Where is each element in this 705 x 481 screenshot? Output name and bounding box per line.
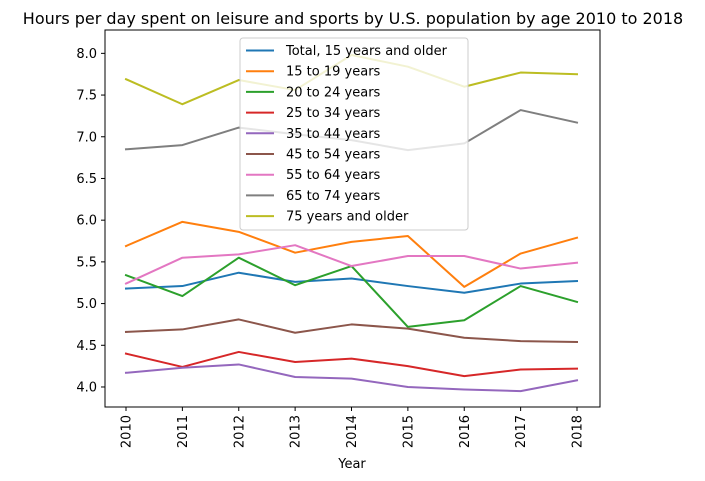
legend-label: 25 to 34 years — [286, 106, 381, 121]
x-tick-label: 2018 — [571, 415, 586, 448]
chart-title: Hours per day spent on leisure and sport… — [23, 9, 683, 28]
y-tick-label: 6.5 — [76, 172, 97, 187]
series-line — [124, 244, 579, 285]
legend: Total, 15 years and older 15 to 19 years 2… — [239, 37, 469, 231]
x-tick-label: 2016 — [458, 415, 473, 448]
legend-box — [239, 37, 469, 231]
y-tick-label: 5.0 — [76, 297, 97, 312]
y-tick-label: 5.5 — [76, 255, 97, 270]
x-tick-label: 2014 — [345, 415, 360, 448]
y-axis: 4.0 4.5 5.0 5.5 6.0 6.5 7.0 7.5 8.0 — [76, 47, 105, 395]
series-line — [124, 350, 579, 378]
x-tick-label: 2011 — [176, 415, 191, 448]
y-tick-label: 6.0 — [76, 214, 97, 229]
y-tick-label: 4.0 — [76, 380, 97, 395]
legend-label: 65 to 74 years — [286, 189, 381, 204]
legend-label: 75 years and older — [286, 210, 409, 225]
series-line — [124, 363, 579, 393]
y-tick-label: 7.5 — [76, 89, 97, 104]
y-tick-label: 7.0 — [76, 130, 97, 145]
legend-label: 15 to 19 years — [286, 65, 381, 80]
legend-label: Total, 15 years and older — [285, 44, 448, 59]
y-tick-label: 8.0 — [76, 47, 97, 62]
legend-label: 35 to 44 years — [286, 127, 381, 142]
plot-frame — [104, 29, 601, 408]
legend-entries: Total, 15 years and older 15 to 19 years 2… — [246, 44, 448, 225]
x-tick-label: 2012 — [232, 415, 247, 448]
x-tick-label: 2017 — [514, 415, 529, 448]
x-axis-title: Year — [337, 457, 366, 472]
legend-label: 45 to 54 years — [286, 148, 381, 163]
legend-label: 55 to 64 years — [286, 168, 381, 183]
series-line — [124, 220, 579, 288]
series-line — [124, 256, 579, 328]
x-axis: 2010 2011 2012 2013 2014 2015 2016 2017 2018 — [120, 407, 586, 448]
y-tick-label: 4.5 — [76, 339, 97, 354]
x-tick-label: 2010 — [120, 415, 135, 448]
series-line — [124, 318, 579, 343]
x-tick-label: 2013 — [289, 415, 304, 448]
x-tick-label: 2015 — [401, 415, 416, 448]
series-line — [124, 271, 579, 294]
legend-label: 20 to 24 years — [286, 85, 381, 100]
